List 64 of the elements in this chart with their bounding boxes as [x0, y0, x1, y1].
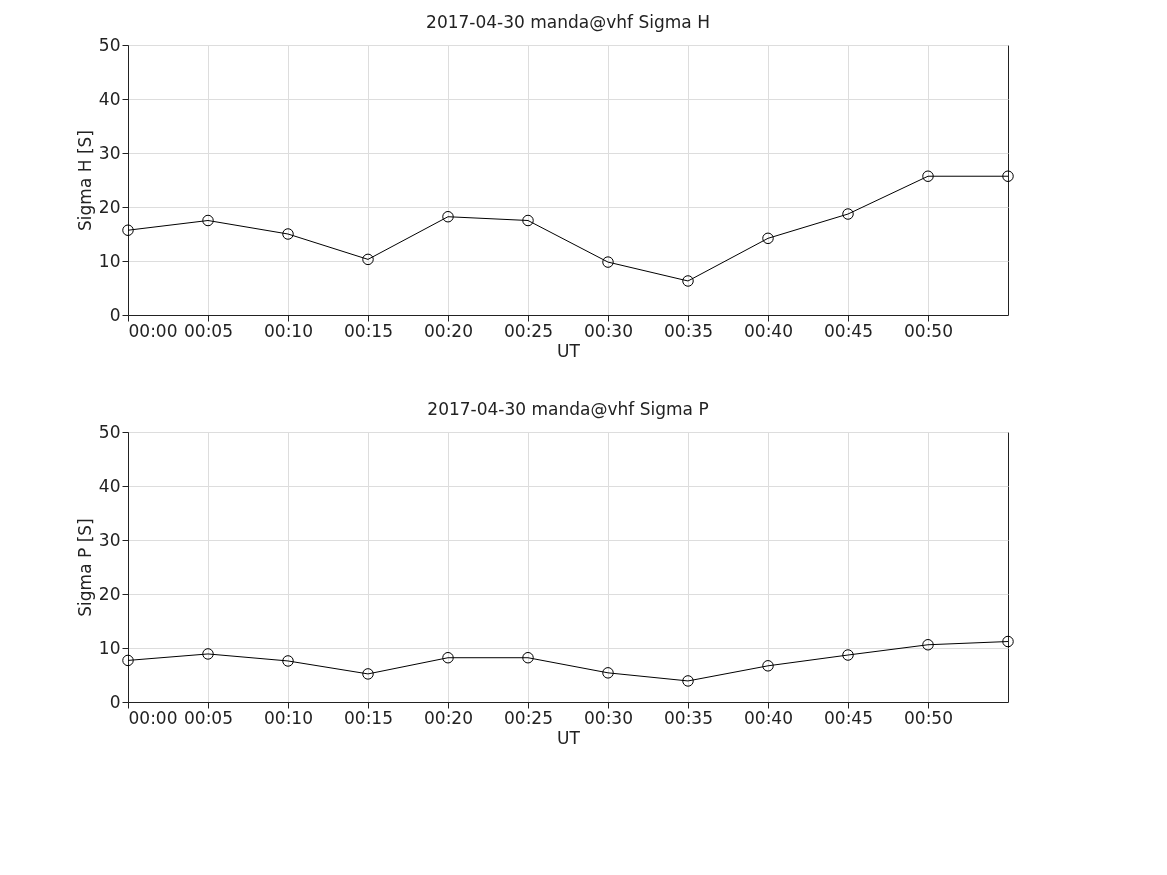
point [602, 667, 614, 679]
x-tick-label: 00:10 [264, 707, 313, 728]
chart-title: 2017-04-30 manda@vhf Sigma H [426, 12, 710, 32]
x-axis-title: UT [557, 727, 581, 748]
point [762, 660, 774, 672]
y-tick-label: 10 [98, 637, 121, 658]
x-tick-label: 00:15 [344, 707, 393, 728]
x-tick-label: 00:20 [424, 320, 473, 341]
x-tick-label: 00:45 [824, 320, 873, 341]
x-tick-label: 00:40 [744, 320, 793, 341]
point [602, 256, 614, 268]
point [1002, 635, 1014, 648]
point [922, 170, 934, 182]
point [282, 228, 294, 240]
y-tick-label: 10 [98, 250, 121, 271]
chart-title: 2017-04-30 manda@vhf Sigma P [427, 399, 709, 419]
x-tick-label: 00:15 [344, 320, 393, 341]
y-tick-label: 30 [98, 529, 121, 550]
y-tick-label: 50 [98, 421, 121, 442]
point [362, 253, 374, 266]
x-tick-label: 00:30 [584, 320, 633, 341]
x-tick-label: 00:35 [664, 707, 713, 728]
point [362, 668, 374, 680]
y-axis-title: Sigma H [S] [74, 130, 95, 231]
point [522, 214, 534, 227]
point [522, 651, 534, 664]
x-axis-title: UT [557, 340, 581, 361]
point [762, 232, 774, 245]
y-tick-label: 0 [109, 304, 121, 325]
point [922, 639, 934, 651]
x-tick-label: 00:25 [504, 320, 553, 341]
x-tick-label: 00:20 [424, 707, 473, 728]
x-tick-label: 00:50 [904, 320, 953, 341]
y-tick-label: 20 [98, 583, 121, 604]
point [122, 224, 134, 236]
x-tick-label: 00:05 [184, 320, 233, 341]
x-tick-label: 00:00 [128, 707, 178, 728]
x-tick-label: 00:40 [744, 707, 793, 728]
point [202, 648, 214, 660]
y-tick-label: 40 [98, 475, 121, 496]
x-tick-label: 00:50 [904, 707, 953, 728]
y-tick-label: 40 [98, 88, 121, 109]
x-tick-label: 00:30 [584, 707, 633, 728]
point [202, 214, 214, 227]
y-tick-label: 30 [98, 142, 121, 163]
point [442, 651, 454, 664]
y-axis-title: Sigma P [S] [74, 518, 95, 617]
point [122, 654, 134, 667]
x-tick-label: 00:05 [184, 707, 233, 728]
x-tick-label: 00:35 [664, 320, 713, 341]
x-tick-label: 00:10 [264, 320, 313, 341]
y-tick-label: 50 [98, 34, 121, 55]
y-tick-label: 0 [109, 691, 121, 712]
x-tick-label: 00:45 [824, 707, 873, 728]
point [442, 210, 454, 223]
y-tick-label: 20 [98, 196, 121, 217]
x-tick-label: 00:00 [128, 320, 178, 341]
point [682, 675, 694, 687]
point [282, 655, 294, 667]
point [842, 649, 854, 661]
point [1002, 170, 1014, 182]
point [682, 275, 694, 287]
point [842, 208, 854, 220]
x-tick-label: 00:25 [504, 707, 553, 728]
